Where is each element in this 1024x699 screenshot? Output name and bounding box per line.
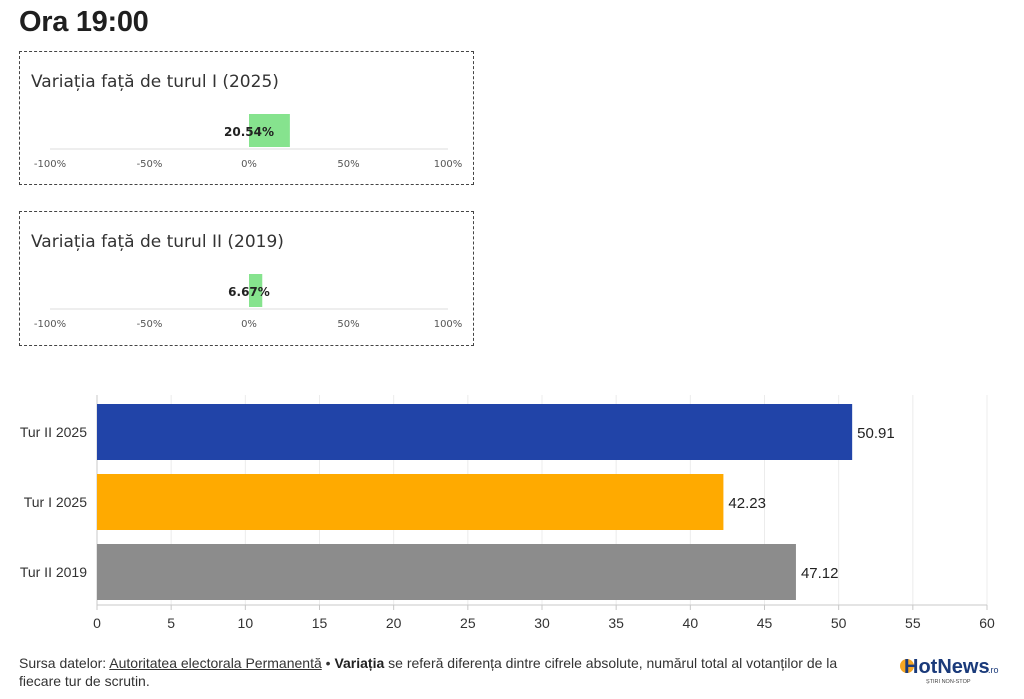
category-label: Tur I 2025 [24, 494, 88, 510]
variation-tick-label: -50% [137, 319, 163, 330]
page-title: Ora 19:00 [19, 6, 149, 38]
turnout-bar [97, 544, 796, 600]
x-tick-label: 40 [683, 615, 699, 631]
logo-flame-icon [900, 659, 914, 673]
value-label: 50.91 [857, 425, 895, 442]
x-tick-label: 5 [167, 615, 175, 631]
hotnews-logo[interactable]: HotNews .ro ȘTIRI NON-STOP [898, 652, 1008, 688]
variation-value-label: 20.54% [224, 125, 274, 139]
category-label: Tur II 2025 [20, 424, 87, 440]
variation-term: Variația [334, 655, 385, 671]
variation-tick-label: 100% [434, 319, 463, 330]
x-tick-label: 50 [831, 615, 847, 631]
turnout-bar [97, 404, 853, 460]
turnout-bar-chart: 0 5 10 15 20 25 30 35 40 45 50 55 60 Tur II 2025 50.91… [20, 395, 995, 631]
x-tick-label: 45 [757, 615, 773, 631]
logo-suffix: .ro [988, 665, 999, 675]
value-label: 47.12 [801, 565, 839, 582]
value-label: 42.23 [728, 495, 766, 512]
variation-tick-label: 50% [337, 319, 359, 330]
variation-tick-label: 50% [337, 159, 359, 170]
footer-note: Sursa datelor: Autoritatea electorala Pe… [19, 654, 879, 690]
variation-panel-title: Variația față de turul I (2025) [31, 72, 279, 92]
variation-panel-title: Variația față de turul II (2019) [31, 232, 284, 252]
category-label: Tur II 2019 [20, 564, 87, 580]
variation-value-label: 6.67% [228, 285, 270, 299]
source-link[interactable]: Autoritatea electorala Permanentă [109, 655, 322, 671]
variation-tick-label: -50% [137, 159, 163, 170]
x-tick-label: 60 [979, 615, 995, 631]
x-tick-label: 15 [312, 615, 328, 631]
x-tick-label: 55 [905, 615, 921, 631]
logo-tagline: ȘTIRI NON-STOP [926, 679, 971, 685]
variation-tick-label: 0% [241, 159, 257, 170]
variation-chart-round1: 20.54% -100% -50% 0% 50% 100% [34, 114, 463, 170]
variation-tick-label: 0% [241, 319, 257, 330]
variation-tick-label: 100% [434, 159, 463, 170]
x-tick-label: 25 [460, 615, 476, 631]
variation-tick-label: -100% [34, 319, 66, 330]
source-prefix: Sursa datelor: [19, 655, 110, 671]
variation-bar [249, 274, 263, 307]
x-tick-label: 35 [608, 615, 624, 631]
x-tick-label: 20 [386, 615, 402, 631]
variation-bar [249, 114, 290, 147]
variation-panel-round1: Variația față de turul I (2025) 20.54% -1… [19, 51, 474, 185]
separator: • [321, 655, 335, 671]
variation-explanation: se referă diferența dintre cifrele absol… [19, 655, 838, 689]
variation-panel-round2-2019: Variația față de turul II (2019) 6.67% -1… [19, 211, 474, 346]
x-tick-label: 0 [93, 615, 101, 631]
variation-chart-round2-2019: 6.67% -100% -50% 0% 50% 100% [34, 274, 463, 330]
x-tick-label: 30 [534, 615, 550, 631]
variation-tick-label: -100% [34, 159, 66, 170]
x-tick-label: 10 [238, 615, 254, 631]
turnout-bar [97, 474, 724, 530]
logo-text: HotNews [904, 656, 990, 678]
